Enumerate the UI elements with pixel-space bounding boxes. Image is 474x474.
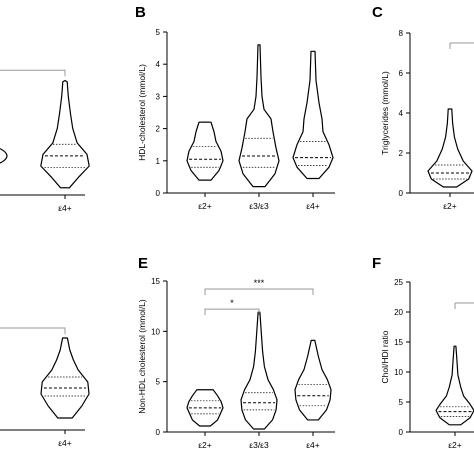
violin-ε4+ <box>40 79 90 189</box>
violin-ε2+ <box>435 345 474 426</box>
y-tick-label: 0 <box>399 189 404 198</box>
violin-ε4+ <box>292 50 334 180</box>
y-tick-label: 4 <box>156 60 161 69</box>
y-tick-label: 5 <box>399 398 404 407</box>
y-tick-label: 0 <box>156 189 161 198</box>
y-tick-label: 20 <box>394 308 403 317</box>
x-tick-label: ε2+ <box>198 201 212 211</box>
violin-ε3/ε3 <box>238 44 280 188</box>
y-axis-label: Non-HDL cholesterol (mmol/L) <box>137 299 147 414</box>
y-tick-label: 2 <box>399 149 404 158</box>
y-tick-label: 8 <box>399 29 404 38</box>
panel-letter: B <box>135 4 146 21</box>
panel-partial-0: ε4+ <box>0 69 90 213</box>
violin-ε2+ <box>427 108 473 188</box>
significance-bracket <box>204 308 260 316</box>
x-tick-label: ε3/ε3 <box>249 440 269 450</box>
x-tick-label: ε2+ <box>443 201 457 211</box>
panel-E: E 0 5 10 15 Non-HDL cholesterol (mmol/L) ε2+ ε3… <box>137 255 335 450</box>
panel-letter: E <box>138 255 148 272</box>
y-tick-label: 2 <box>156 125 161 134</box>
y-tick-label: 3 <box>156 92 161 101</box>
significance-bracket <box>204 288 314 296</box>
violin-ε4+ <box>40 337 90 419</box>
y-tick-label: 10 <box>151 327 160 336</box>
x-tick-label: ε4+ <box>306 201 320 211</box>
violin-ε2+ <box>186 121 224 181</box>
y-tick-label: 25 <box>394 278 403 287</box>
y-tick-label: 6 <box>399 69 404 78</box>
x-tick-label: ε2+ <box>448 440 462 450</box>
significance-bracket <box>0 327 66 334</box>
panel-partial-3: ε4+ <box>0 327 90 448</box>
significance-bracket <box>0 69 66 77</box>
panel-B: B 0 1 2 3 4 5 HDL-cholesterol (mmol/L) ε2+ ε3/ε3 ε… <box>135 4 335 211</box>
y-tick-label: 5 <box>156 378 161 387</box>
x-tick-label: ε4+ <box>306 440 320 450</box>
panel-letter: C <box>372 4 383 21</box>
y-tick-label: 15 <box>394 338 403 347</box>
y-tick-label: 4 <box>399 109 404 118</box>
significance-label: *** <box>254 278 265 288</box>
panel-F: F 0 5 10 15 20 25 Chol/HDl ratio ε2+ <box>372 255 474 450</box>
significance-label: * <box>230 298 234 308</box>
y-tick-label: 15 <box>151 277 160 286</box>
y-tick-label: 0 <box>156 428 161 437</box>
y-axis-label: Triglycerides (mmol/L) <box>380 71 390 155</box>
partial-violin <box>0 148 8 164</box>
panel-letter: F <box>372 255 381 272</box>
violin-ε3/ε3 <box>240 311 278 430</box>
significance-bracket <box>450 42 474 44</box>
y-axis-label: Chol/HDl ratio <box>380 330 390 383</box>
y-axis-label: HDL-cholesterol (mmol/L) <box>137 64 147 161</box>
y-tick-label: 10 <box>394 368 403 377</box>
y-tick-label: 0 <box>399 428 404 437</box>
x-tick-label: ε2+ <box>198 440 212 450</box>
x-tick-label: ε4+ <box>58 438 72 448</box>
y-tick-label: 1 <box>156 157 161 166</box>
x-tick-label: ε3/ε3 <box>249 201 269 211</box>
x-tick-label: ε4+ <box>58 203 72 213</box>
violin-ε4+ <box>294 339 332 421</box>
y-tick-label: 5 <box>156 28 161 37</box>
panel-C: C 0 2 4 6 8 Triglycerides (mmol/L) ε2+ <box>372 4 474 211</box>
significance-bracket <box>455 302 474 304</box>
